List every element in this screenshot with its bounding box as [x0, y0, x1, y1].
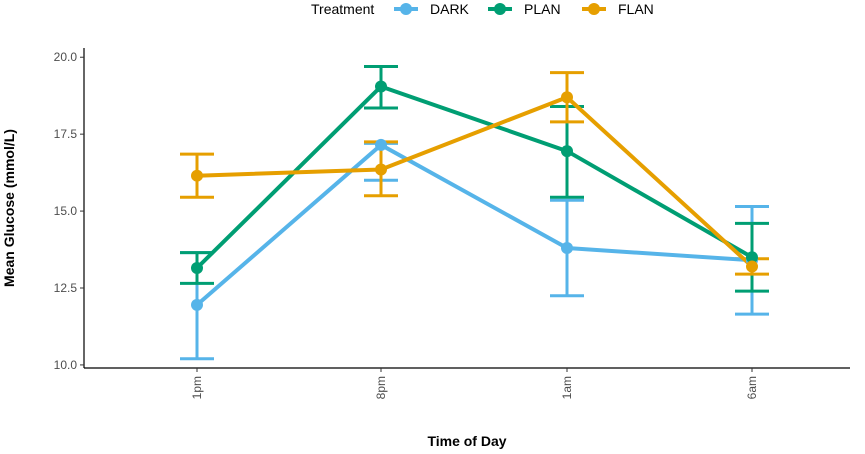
error-bars: [180, 64, 769, 361]
series-line-plan: [195, 84, 754, 270]
y-tick-label: 17.5: [54, 127, 78, 141]
series-line-dark: [195, 142, 754, 307]
legend-item-flan: FLAN: [582, 1, 654, 17]
legend-title: Treatment: [311, 1, 374, 17]
legend-label: FLAN: [618, 1, 654, 17]
data-point-dark: [561, 242, 573, 254]
series-points: [191, 80, 758, 311]
y-tick-label: 10.0: [54, 358, 78, 372]
legend-key-point: [588, 3, 600, 15]
legend-label: DARK: [430, 1, 470, 17]
legend: Treatment DARK PLAN FLAN: [311, 1, 654, 17]
data-point-flan: [746, 260, 758, 273]
x-tick-label: 6am: [745, 376, 759, 399]
x-tick-label: 1pm: [190, 376, 204, 399]
series-lines: [195, 84, 754, 307]
y-ticks: 10.0 12.5 15.0 17.5 20.0: [54, 50, 84, 372]
y-tick-label: 12.5: [54, 281, 78, 295]
data-point-flan: [375, 163, 387, 176]
y-tick-label: 15.0: [54, 204, 78, 218]
legend-label: PLAN: [524, 1, 561, 17]
data-point-dark: [191, 298, 203, 311]
data-point-plan: [191, 262, 203, 274]
x-tick-label: 8pm: [374, 376, 388, 399]
x-tick-label: 1am: [560, 376, 574, 399]
data-point-plan: [561, 145, 573, 158]
y-tick-label: 20.0: [54, 50, 78, 64]
data-point-dark: [375, 138, 387, 151]
data-point-plan: [375, 80, 387, 93]
data-point-flan: [561, 91, 573, 104]
data-point-flan: [191, 169, 203, 182]
x-ticks: 1pm 8pm 1am 6am: [190, 368, 759, 399]
legend-item-dark: DARK: [394, 1, 470, 17]
legend-key-point: [494, 3, 506, 15]
series-line-flan: [195, 95, 754, 269]
y-axis-title: Mean Glucose (mmol/L): [1, 129, 17, 287]
legend-key-point: [400, 3, 412, 15]
x-axis-title: Time of Day: [427, 433, 506, 449]
data-point-plan: [746, 251, 758, 264]
legend-item-plan: PLAN: [488, 1, 561, 17]
